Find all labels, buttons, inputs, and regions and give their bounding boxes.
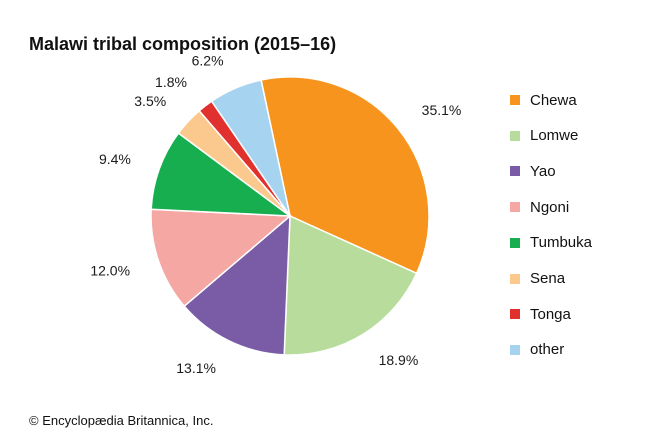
legend-item-tumbuka: Tumbuka — [510, 233, 592, 253]
legend-label: Tonga — [530, 305, 571, 323]
copyright-credit: © Encyclopædia Britannica, Inc. — [29, 413, 214, 428]
legend-item-tonga: Tonga — [510, 304, 571, 324]
pct-label-tonga: 1.8% — [155, 74, 187, 90]
legend-label: Sena — [530, 270, 566, 287]
pie-slice-other — [210, 79, 291, 217]
pie-slice-yao — [183, 214, 291, 356]
legend-label: Tumbuka — [530, 234, 592, 252]
legend-label: Chewa — [530, 91, 577, 109]
legend-item-ngoni: Ngoni — [510, 197, 569, 217]
legend-item-lomwe: Lomwe — [510, 126, 578, 146]
legend-swatch — [510, 273, 520, 284]
pie-slice-ngoni — [150, 208, 292, 308]
legend-swatch — [510, 309, 520, 320]
pct-label-tumbuka: 9.4% — [99, 151, 131, 167]
pct-label-ngoni: 12.0% — [90, 263, 130, 279]
pct-label-other: 6.2% — [192, 53, 224, 69]
pct-label-lomwe: 18.9% — [379, 352, 419, 368]
pie-slice-tumbuka — [150, 132, 293, 217]
legend-item-chewa: Chewa — [510, 90, 577, 110]
chart-title: Malawi tribal composition (2015–16) — [29, 34, 337, 54]
legend-label: Ngoni — [530, 198, 570, 216]
pct-label-sena: 3.5% — [134, 93, 166, 109]
legend-item-other: other — [510, 340, 564, 360]
pie-slice-chewa — [260, 76, 430, 275]
legend-swatch — [510, 202, 520, 213]
legend-item-yao: Yao — [510, 161, 556, 181]
legend-swatch — [510, 344, 520, 355]
pct-label-chewa: 35.1% — [422, 102, 462, 118]
legend-label: Yao — [530, 162, 556, 180]
pie-slice-lomwe — [283, 214, 418, 356]
legend-swatch — [510, 166, 520, 177]
legend-swatch — [510, 95, 520, 105]
legend-item-sena: Sena — [510, 269, 565, 289]
legend-swatch — [510, 237, 520, 248]
legend-label: other — [530, 341, 565, 359]
legend-label: Lomwe — [530, 127, 579, 145]
legend-swatch — [510, 130, 520, 141]
pct-label-yao: 13.1% — [176, 360, 216, 376]
